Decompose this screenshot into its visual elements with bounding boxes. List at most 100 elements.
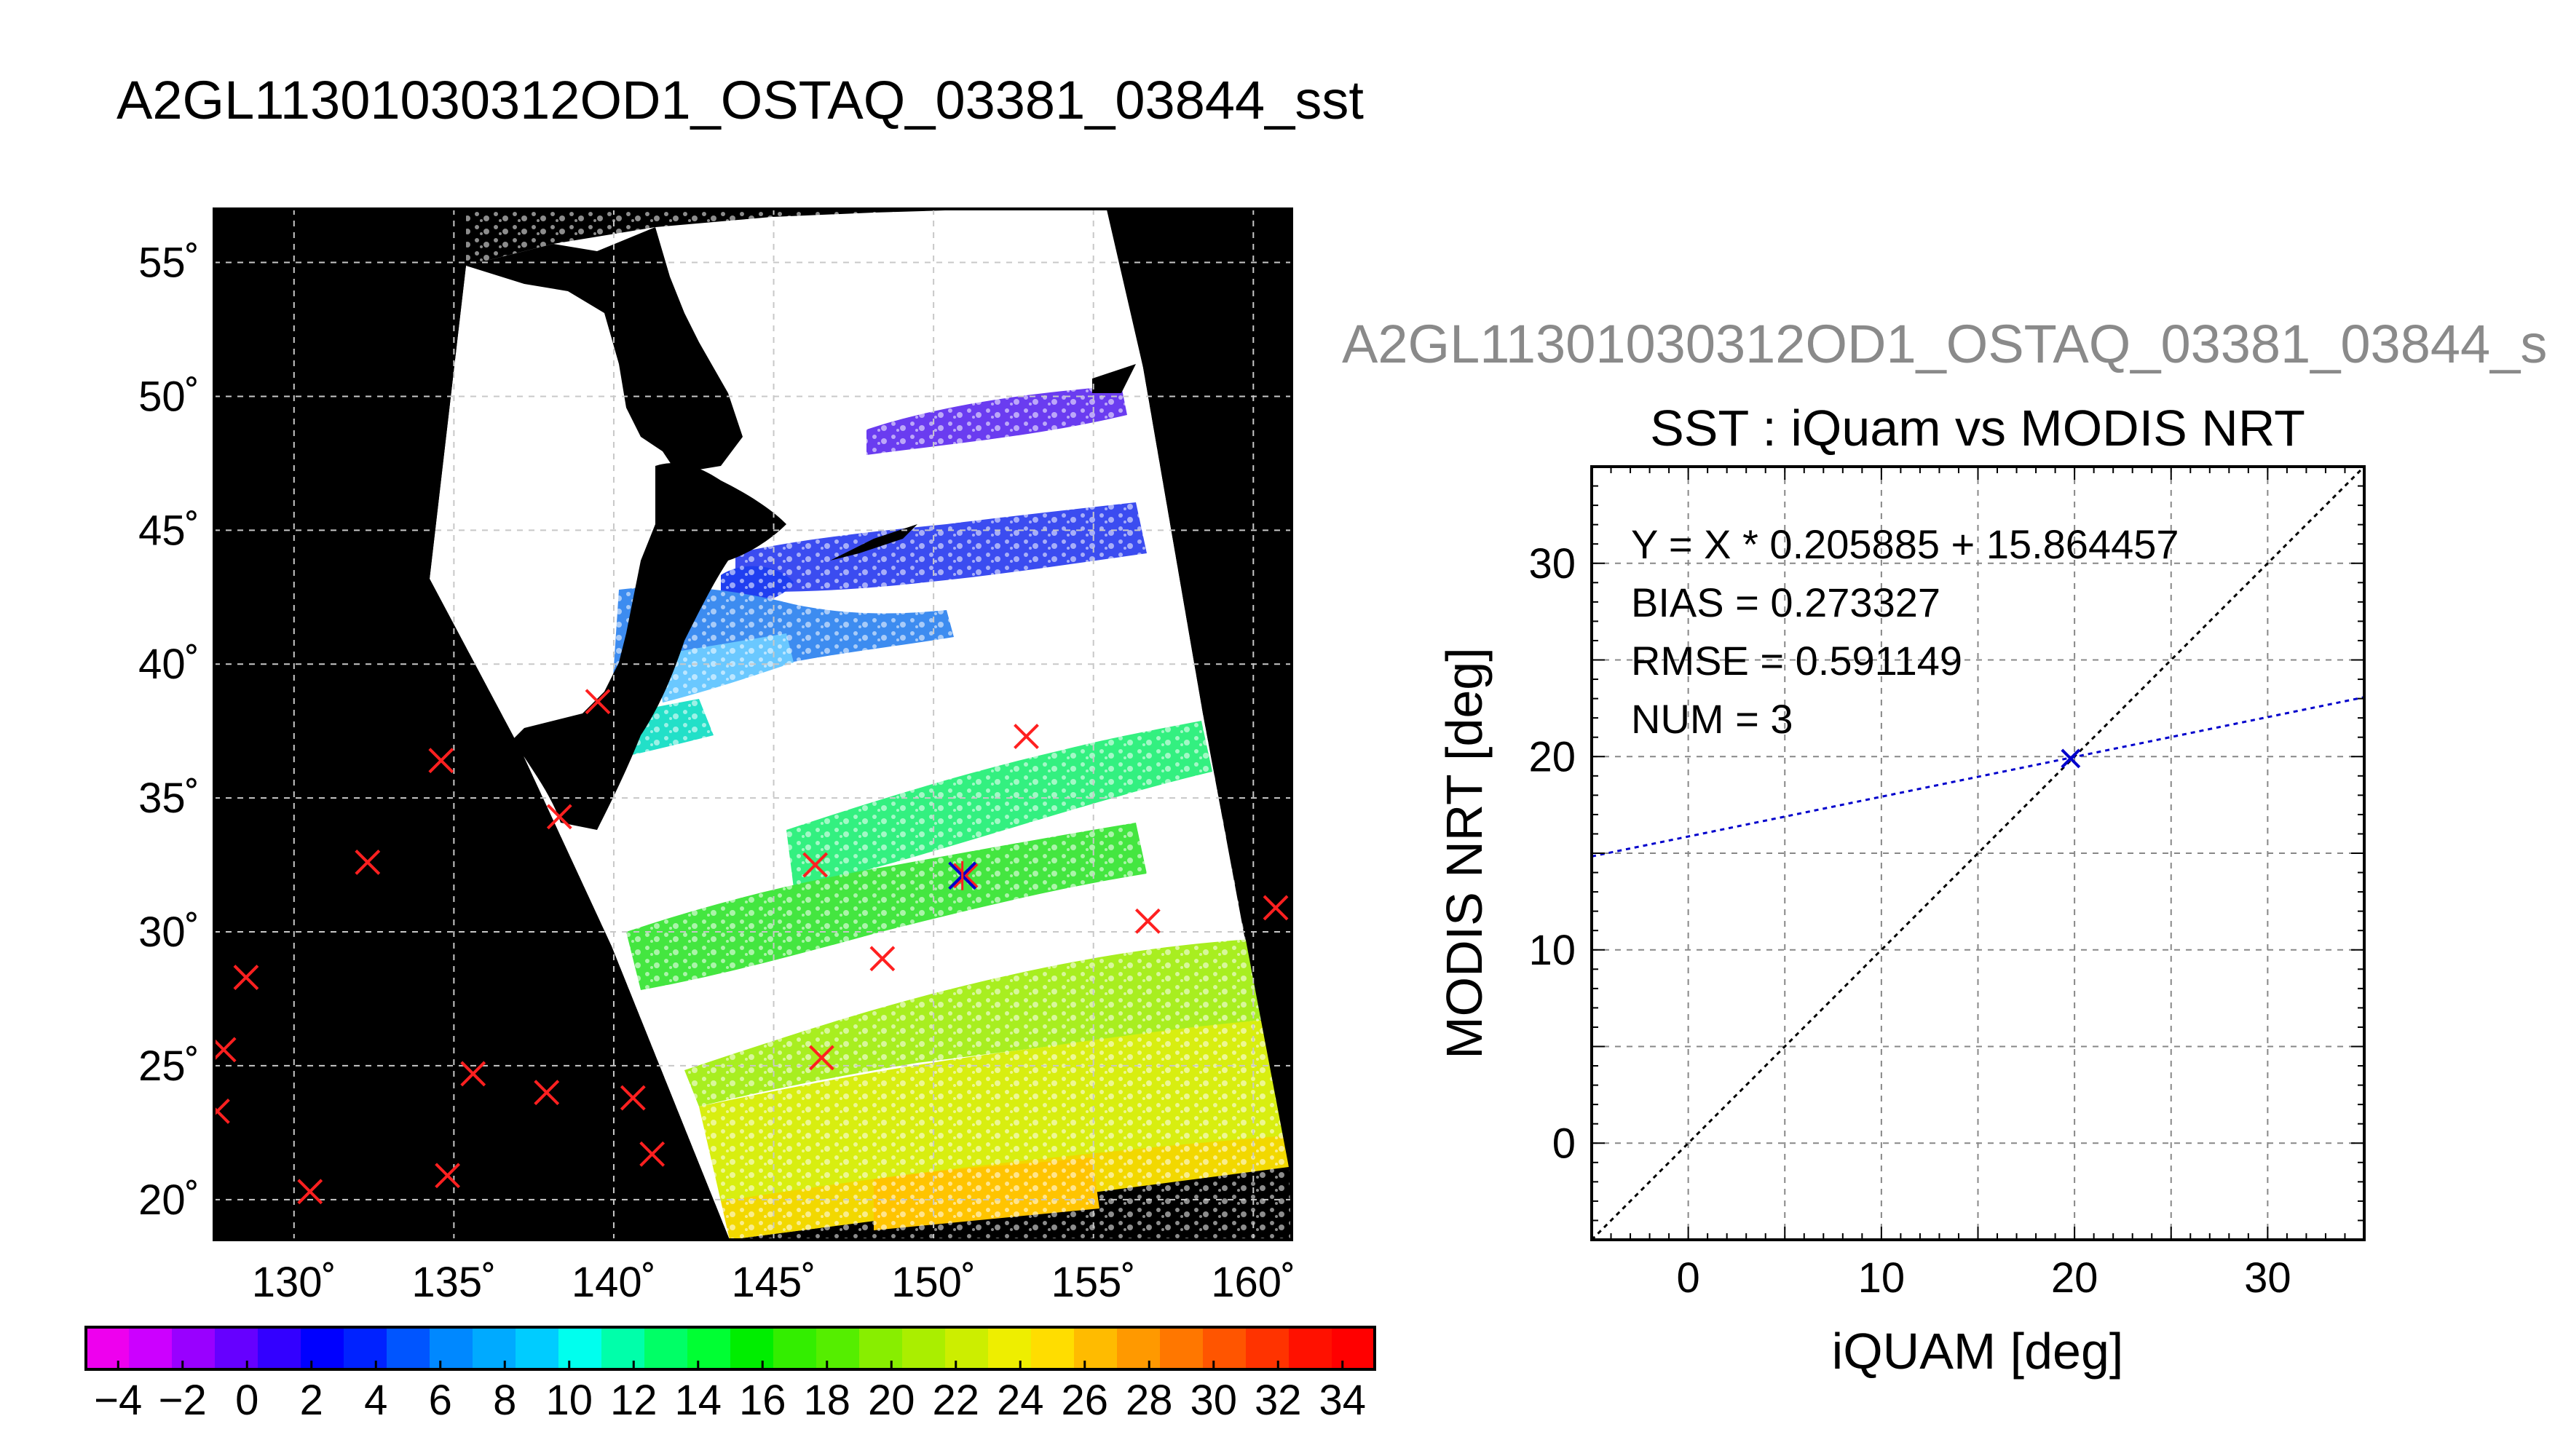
iquam-marker: [620, 1085, 646, 1111]
scatter-title: SST : iQuam vs MODIS NRT: [1650, 400, 2305, 456]
colorbar-swatch: [1246, 1327, 1290, 1369]
colorbar-tick-label: 20: [868, 1377, 915, 1424]
iquam-marker: [1014, 724, 1039, 749]
map-lat-tick-label: 45˚: [138, 507, 200, 554]
iquam-marker: [460, 1061, 486, 1087]
map-lon-tick-label: 150˚: [891, 1259, 976, 1306]
map-lat-tick-label: 20˚: [138, 1176, 200, 1224]
iquam-marker: [355, 849, 381, 875]
colorbar-tick-label: 26: [1061, 1377, 1108, 1424]
map-lat-tick-label: 30˚: [138, 909, 200, 956]
colorbar-tick-label: −4: [94, 1377, 142, 1424]
colorbar-swatch: [1289, 1327, 1332, 1369]
regression-line: [1592, 696, 2364, 858]
scatter-plot: SST : iQuam vs MODIS NRT 0 10 20 300102030 …: [1436, 400, 2366, 1380]
iquam-marker: [534, 1080, 560, 1106]
x-axis-label: iQUAM [deg]: [1832, 1323, 2124, 1380]
map-lon-tick-label: 140˚: [572, 1259, 656, 1306]
colorbar-swatch: [988, 1327, 1032, 1369]
colorbar-swatch: [773, 1327, 817, 1369]
map-lat-tick-label: 55˚: [138, 240, 200, 287]
iquam-marker: [869, 946, 896, 972]
colorbar-swatch: [344, 1327, 387, 1369]
iquam-marker: [214, 1099, 230, 1124]
scatter-points: [2061, 748, 2081, 769]
colorbar-swatch: [172, 1327, 216, 1369]
map-lat-tick-label: 40˚: [138, 641, 200, 688]
colorbar-swatch: [1203, 1327, 1247, 1369]
colorbar-tick-label: 24: [997, 1377, 1044, 1424]
colorbar-tick-label: 12: [610, 1377, 657, 1424]
map-grid: [214, 209, 1292, 1240]
colorbar-tick-label: 16: [739, 1377, 786, 1424]
iquam-markers: [214, 689, 1289, 1205]
colorbar-swatch: [215, 1327, 258, 1369]
colorbar-swatch: [258, 1327, 301, 1369]
colorbar-swatch: [1074, 1327, 1118, 1369]
iquam-marker: [585, 689, 611, 715]
land: [214, 209, 1292, 1240]
colorbar-tick-label: 8: [493, 1377, 516, 1424]
colorbar-swatch: [473, 1327, 516, 1369]
colorbar-swatch: [816, 1327, 860, 1369]
colorbar-tick-label: 30: [1190, 1377, 1237, 1424]
y-tick-label: 0: [1552, 1120, 1576, 1167]
colorbar-tick-label: 18: [803, 1377, 850, 1424]
colorbar-tick-label: 0: [235, 1377, 258, 1424]
colorbar-frame: [84, 1326, 1376, 1371]
map-lon-tick-label: 135˚: [411, 1259, 496, 1306]
map-lat-tick-label: 50˚: [138, 373, 200, 420]
colorbar-swatch: [129, 1327, 173, 1369]
stat-line: BIAS = 0.273327: [1631, 579, 1940, 625]
colorbar-swatch: [1160, 1327, 1204, 1369]
scatter-header: A2GL11301030312OD1_OSTAQ_03381_03844_s: [1342, 314, 2548, 374]
colorbar-swatch: [1117, 1327, 1161, 1369]
map-lon-tick-label: 155˚: [1051, 1259, 1136, 1306]
stat-line: RMSE = 0.591149: [1631, 638, 1962, 684]
stat-line: NUM = 3: [1631, 696, 1793, 742]
y-axis-label: MODIS NRT [deg]: [1436, 647, 1493, 1059]
x-tick-label: 20: [2051, 1254, 2098, 1302]
scatter-point: [2061, 748, 2081, 769]
sst-map: 130˚ 135˚ 140˚ 145˚ 150˚ 155˚ 160˚ 20˚ 25˚ 30˚ 35˚…: [138, 207, 1295, 1306]
colorbar-swatch: [516, 1327, 559, 1369]
iquam-marker: [233, 965, 259, 990]
colorbar-swatch: [301, 1327, 344, 1369]
colorbar-tick-label: 34: [1319, 1377, 1366, 1424]
iquam-marker: [639, 1141, 666, 1167]
map-lon-tick-label: 145˚: [731, 1259, 816, 1306]
colorbar-tick-label: −2: [159, 1377, 207, 1424]
map-title: A2GL11301030312OD1_OSTAQ_03381_03844_sst: [117, 70, 1364, 130]
iquam-marker: [1263, 895, 1289, 921]
colorbar-swatch: [730, 1327, 774, 1369]
iquam-marker: [428, 748, 454, 774]
map-lon-tick-label: 130˚: [252, 1259, 336, 1306]
colorbar-swatch: [558, 1327, 602, 1369]
iquam-marker: [546, 804, 572, 830]
colorbar-swatch: [601, 1327, 645, 1369]
stats-box: Y = X * 0.205885 + 15.864457 BIAS = 0.273…: [1631, 521, 2179, 742]
map-tick-labels: 130˚ 135˚ 140˚ 145˚ 150˚ 155˚ 160˚ 20˚ 25˚ 30˚ 35˚…: [138, 240, 1295, 1306]
plot-ticks: 0 10 20 30 0 10 20 30: [1528, 466, 2365, 1302]
colorbar-swatch: [644, 1327, 688, 1369]
colorbar-tick-label: 28: [1126, 1377, 1173, 1424]
stat-line: Y = X * 0.205885 + 15.864457: [1631, 521, 2179, 567]
map-lon-tick-label: 160˚: [1211, 1259, 1295, 1306]
colorbar-tick-label: 2: [300, 1377, 323, 1424]
iquam-marker: [952, 863, 979, 889]
iquam-marker: [802, 852, 829, 878]
colorbar-tick-label: 6: [429, 1377, 452, 1424]
iquam-marker: [1134, 908, 1161, 934]
colorbar: −4 −2 0 2 4 6 8 10 12 14 16 18 20 22 24 26 28 30 32 34: [84, 1326, 1376, 1424]
colorbar-swatch: [687, 1327, 731, 1369]
colorbar-swatch: [1031, 1327, 1075, 1369]
map-frame: [213, 207, 1293, 1241]
colorbar-tick-label: 4: [364, 1377, 387, 1424]
y-tick-label: 20: [1528, 733, 1576, 780]
iquam-marker: [809, 1045, 834, 1071]
plot-grid: [1592, 467, 2364, 1240]
colorbar-tick-label: 14: [674, 1377, 722, 1424]
matched-marker: [948, 860, 977, 890]
y-tick-label: 10: [1528, 927, 1576, 974]
